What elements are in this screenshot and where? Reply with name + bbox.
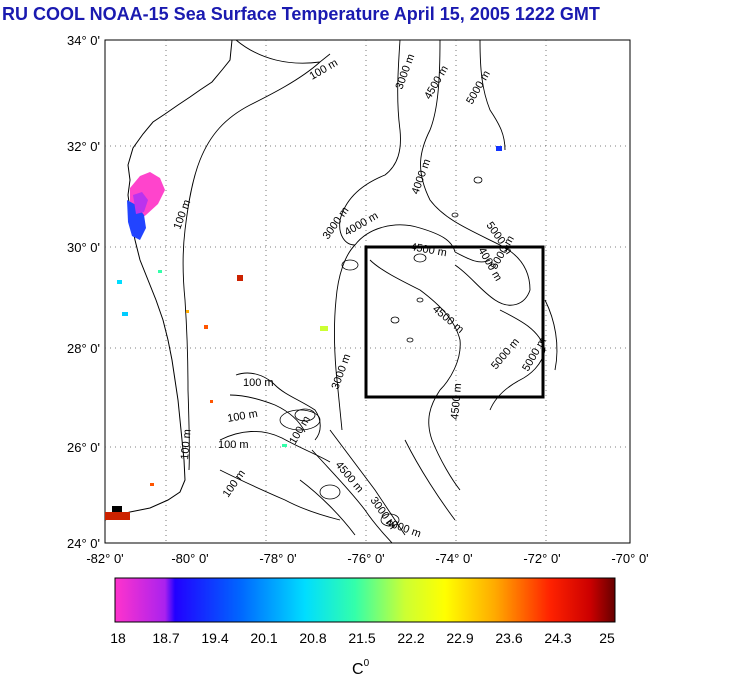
colorbar-unit: C0 — [352, 658, 370, 678]
colorbar-label: 20.8 — [299, 630, 326, 646]
lat-tick: 26° 0' — [67, 440, 100, 455]
colorbar-label: 19.4 — [201, 630, 228, 646]
lat-tick: 28° 0' — [67, 341, 100, 356]
lat-tick: 34° 0' — [67, 33, 100, 48]
bank-islands — [279, 176, 483, 527]
coastline — [104, 39, 233, 521]
lon-axis: -82° 0' -80° 0' -78° 0' -76° 0' -74° 0' … — [86, 551, 648, 566]
lat-tick: 32° 0' — [67, 139, 100, 154]
contour-label: 100 m — [243, 377, 274, 389]
contour-label: 4500 m — [449, 383, 464, 421]
bathymetry-contours — [182, 39, 558, 544]
colorbar-label: 20.1 — [250, 630, 277, 646]
lon-tick: -80° 0' — [171, 551, 208, 566]
colorbar-label: 22.2 — [397, 630, 424, 646]
contour-label: 100 m — [179, 429, 194, 461]
lon-tick: -78° 0' — [259, 551, 296, 566]
colorbar-labels: 18 18.7 19.4 20.1 20.8 21.5 22.2 22.9 23… — [110, 630, 615, 646]
lon-tick: -76° 0' — [347, 551, 384, 566]
colorbar-label: 18.7 — [152, 630, 179, 646]
colorbar-label: 18 — [110, 630, 126, 646]
contour-label: 100 m — [226, 408, 258, 425]
map-title: RU COOL NOAA-15 Sea Surface Temperature … — [2, 4, 600, 24]
lat-tick: 30° 0' — [67, 240, 100, 255]
sst-patches — [105, 146, 502, 520]
colorbar-label: 22.9 — [446, 630, 473, 646]
contour-label: 100 m — [218, 439, 249, 451]
colorbar-label: 24.3 — [544, 630, 571, 646]
lat-axis: 34° 0' 32° 0' 30° 0' 28° 0' 26° 0' 24° 0… — [67, 33, 100, 551]
lon-tick: -72° 0' — [523, 551, 560, 566]
study-box — [364, 245, 545, 399]
lon-tick: -70° 0' — [611, 551, 648, 566]
lat-tick: 24° 0' — [67, 536, 100, 551]
lon-tick: -82° 0' — [86, 551, 123, 566]
colorbar-label: 21.5 — [348, 630, 375, 646]
colorbar — [114, 577, 616, 623]
lon-tick: -74° 0' — [435, 551, 472, 566]
colorbar-label: 23.6 — [495, 630, 522, 646]
colorbar-label: 25 — [599, 630, 615, 646]
